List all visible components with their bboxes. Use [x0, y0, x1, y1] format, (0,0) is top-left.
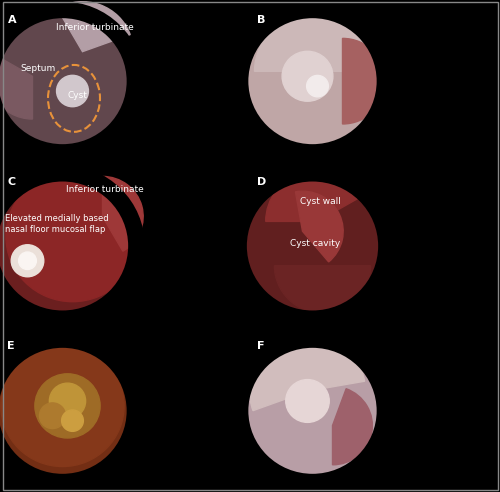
- Text: B: B: [258, 15, 266, 25]
- Text: E: E: [8, 341, 15, 351]
- Text: Septum: Septum: [20, 64, 55, 73]
- Circle shape: [286, 380, 329, 422]
- Wedge shape: [57, 2, 130, 52]
- Text: C: C: [8, 177, 16, 187]
- Text: Cyst cavity: Cyst cavity: [290, 239, 340, 248]
- Wedge shape: [342, 38, 386, 124]
- Wedge shape: [0, 55, 32, 119]
- Circle shape: [40, 403, 66, 429]
- Wedge shape: [6, 171, 139, 302]
- Circle shape: [306, 75, 328, 97]
- Wedge shape: [1, 345, 124, 466]
- Circle shape: [62, 410, 84, 431]
- Circle shape: [18, 252, 36, 270]
- Circle shape: [238, 173, 386, 319]
- Circle shape: [0, 173, 136, 319]
- Circle shape: [282, 51, 333, 101]
- Wedge shape: [250, 334, 364, 411]
- Circle shape: [0, 339, 135, 482]
- Circle shape: [11, 245, 44, 277]
- Text: A: A: [8, 15, 16, 25]
- Circle shape: [50, 383, 86, 419]
- Text: Cyst wall: Cyst wall: [300, 197, 341, 206]
- Text: Inferior turbinate: Inferior turbinate: [56, 23, 134, 31]
- Text: Inferior turbinate: Inferior turbinate: [66, 185, 144, 194]
- Circle shape: [0, 10, 135, 153]
- Circle shape: [35, 374, 100, 438]
- Circle shape: [240, 10, 385, 153]
- Text: Elevated medially based
nasal floor mucosal flap: Elevated medially based nasal floor muco…: [5, 214, 108, 234]
- Text: D: D: [258, 177, 267, 187]
- Wedge shape: [296, 191, 343, 262]
- Wedge shape: [102, 177, 143, 251]
- Text: F: F: [258, 341, 265, 351]
- Wedge shape: [266, 170, 362, 221]
- Circle shape: [240, 339, 385, 482]
- Wedge shape: [254, 14, 370, 71]
- Text: Cyst: Cyst: [68, 92, 87, 100]
- Wedge shape: [332, 389, 372, 465]
- Circle shape: [56, 75, 88, 107]
- Wedge shape: [274, 266, 370, 313]
